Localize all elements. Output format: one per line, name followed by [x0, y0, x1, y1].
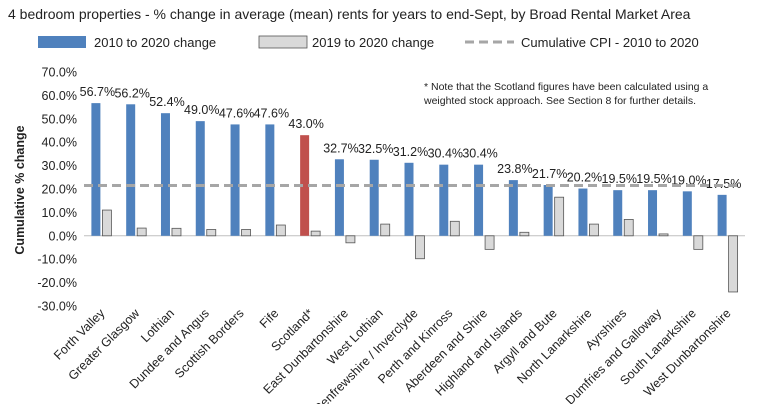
bar-2010-2020 [369, 159, 379, 236]
data-label: 32.5% [358, 142, 393, 156]
data-label: 31.2% [393, 145, 428, 159]
bar-2019-2020 [241, 229, 251, 237]
bar-2019-2020 [484, 235, 495, 250]
bar-2019-2020 [554, 196, 565, 237]
data-label: 52.4% [149, 95, 184, 109]
bar-2010-2020 [648, 190, 658, 236]
bar-2019-2020 [206, 229, 217, 237]
y-tick-label: 20.0% [42, 183, 77, 197]
bar-2010-2020 [474, 164, 484, 236]
bar-2010-2020 [578, 188, 588, 236]
y-tick-label: 40.0% [42, 136, 77, 150]
bar-2019-2020 [623, 219, 634, 237]
bar-2010-2020 [195, 121, 205, 236]
bar-2010-2020 [404, 162, 414, 236]
bar-2019-2020 [345, 235, 356, 244]
data-label: 49.0% [184, 103, 219, 117]
bar-2010-2020 [682, 191, 692, 236]
y-tick-label: 0.0% [49, 229, 78, 243]
bar-2010-2020 [543, 185, 553, 236]
bar-2019-2020 [728, 235, 739, 293]
bar-2010-2020 [160, 113, 170, 236]
data-label: 32.7% [323, 141, 358, 155]
legend-swatch-series-2 [258, 35, 308, 49]
y-axis-label: Cumulative % change [13, 125, 27, 254]
y-tick-label: -20.0% [37, 276, 77, 290]
bar-2010-2020 [91, 103, 101, 236]
data-label: 20.2% [567, 171, 602, 185]
bar-2019-2020 [449, 220, 460, 237]
legend-label-series-1: 2010 to 2020 change [94, 35, 216, 50]
data-label: 43.0% [288, 117, 323, 131]
bar-2019-2020 [693, 235, 704, 250]
plot-area: 56.7% 56.2%52.4%49.0% 47.6% 47.6%43.0%32.7%… [80, 85, 745, 293]
bar-2019-2020 [589, 223, 599, 237]
data-label: 19.5% [602, 172, 637, 186]
y-axis: 70.0% 60.0% 50.0% 40.0% 30.0% 20.0% 10.0% 0.0% -… [37, 66, 77, 314]
data-label: 30.4% [462, 147, 497, 161]
bar-2010-2020 [334, 159, 344, 236]
bar-2019-2020 [415, 235, 425, 260]
bar-2019-2020 [310, 230, 321, 237]
bar-2019-2020 [136, 227, 147, 237]
legend-swatch-series-1 [38, 36, 86, 48]
bar-2019-2020 [658, 233, 669, 237]
bar-2019-2020 [101, 209, 112, 237]
bar-2019-2020 [519, 231, 530, 237]
data-label: 21.7% [532, 167, 567, 181]
bar-2010-2020 [126, 104, 136, 236]
bar-2019-2020 [275, 224, 286, 237]
bar-2010-2020 [230, 124, 240, 236]
legend-label-cpi: Cumulative CPI - 2010 to 2020 [521, 35, 699, 50]
y-tick-label: 70.0% [42, 66, 77, 80]
data-label: 23.8% [497, 162, 532, 176]
y-tick-label: -30.0% [37, 300, 77, 314]
data-label: 47.6% [254, 106, 289, 120]
y-tick-label: -10.0% [37, 253, 77, 267]
bar-2010-2020 [439, 164, 449, 236]
data-label: 19.5% [636, 172, 671, 186]
bar-2010-2020 [265, 124, 275, 236]
y-tick-label: 60.0% [42, 89, 77, 103]
x-category-label: Fife [257, 306, 282, 331]
data-label: 30.4% [428, 147, 463, 161]
annotation-line-2: weighted stock approach. See Section 8 f… [423, 95, 696, 107]
data-label: 17.5% [706, 177, 741, 191]
legend: 2010 to 2020 change 2019 to 2020 change … [38, 35, 699, 50]
data-label: 56.7% [80, 85, 115, 99]
bar-2019-2020 [380, 223, 391, 237]
data-label: 19.0% [671, 173, 706, 187]
y-tick-label: 10.0% [42, 206, 77, 220]
data-label: 47.6% [219, 106, 254, 120]
bar-2010-2020 [300, 135, 310, 236]
y-tick-label: 50.0% [42, 112, 77, 126]
chart-title: 4 bedroom properties - % change in avera… [8, 6, 691, 22]
legend-label-series-2: 2019 to 2020 change [312, 35, 434, 50]
bar-2019-2020 [171, 227, 182, 237]
annotation-line-1: * Note that the Scotland figures have be… [424, 81, 708, 93]
bar-2010-2020 [508, 180, 518, 236]
bar-2010-2020 [613, 190, 623, 236]
data-label: 56.2% [114, 86, 149, 100]
bar-2010-2020 [717, 194, 727, 236]
y-tick-label: 30.0% [42, 159, 77, 173]
